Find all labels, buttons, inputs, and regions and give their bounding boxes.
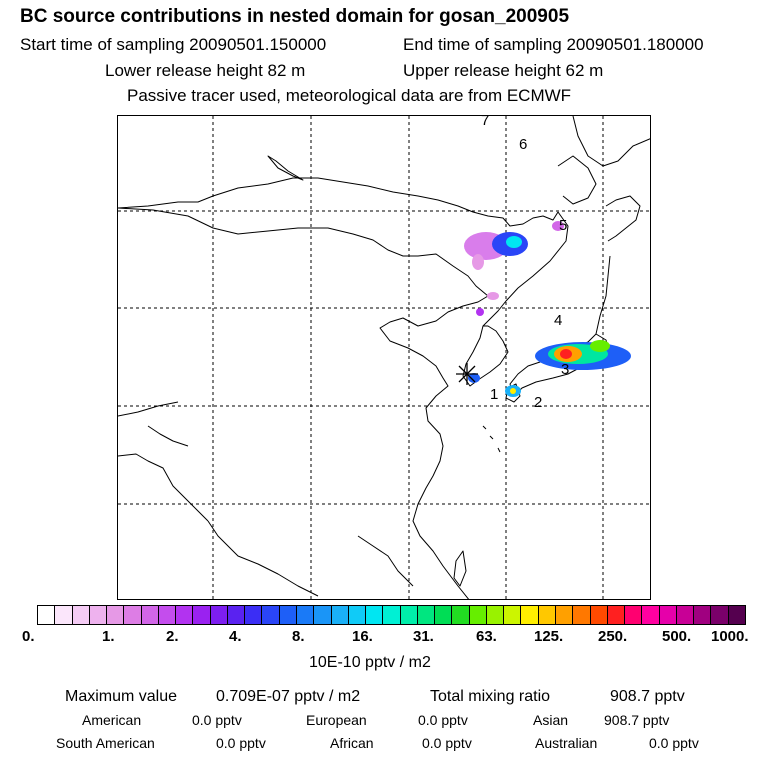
colorbar-tick: 125. [534,628,564,645]
tracer-note: Passive tracer used, meteorological data… [127,86,572,105]
colorbar-cell [296,606,315,624]
region-name: Asian [533,712,569,728]
colorbar-cell [711,606,729,624]
colorbar-cell [348,606,367,624]
colorbar-cell [452,606,470,624]
colorbar-tick: 250. [598,628,628,645]
region-name: South American [56,735,155,751]
colorbar-cell [538,606,556,624]
colorbar-cell [158,606,177,624]
region-value: 0.0 pptv [216,735,266,751]
max-value-label: Maximum value [65,688,178,705]
region-name: American [82,712,142,728]
colorbar-tick: 0. [22,628,35,645]
colorbar-cell [573,606,591,624]
colorbar-cell [607,606,626,624]
region-name: African [330,735,374,751]
total-mixing-label: Total mixing ratio [430,688,551,705]
source-label-7: 7 [481,115,490,129]
colorbar-cell [193,606,211,624]
map-panel: 1 2 3 4 5 6 7 [117,115,651,600]
source-label-2: 2 [534,394,543,411]
colorbar-cell [590,606,608,624]
region-value: 0.0 pptv [192,712,242,728]
colorbar-cell [486,606,505,624]
plot-title: BC source contributions in nested domain… [20,6,570,27]
colorbar-cell [521,606,539,624]
colorbar-cell [176,606,194,624]
max-value: 0.709E-07 pptv / m2 [216,688,361,705]
colorbar-tick: 31. [413,628,434,645]
coastlines [118,116,650,599]
colorbar-cell [642,606,660,624]
colorbar-cell [38,606,56,624]
colorbar-cell [383,606,401,624]
colorbar-tick: 63. [476,628,497,645]
region-value: 0.0 pptv [649,735,699,751]
colorbar-tick: 8. [292,628,305,645]
colorbar-cell [210,606,228,624]
colorbar-cell [55,606,73,624]
source-label-1: 1 [490,386,499,403]
colorbar-cell [107,606,125,624]
concentration-plumes [464,221,631,397]
colorbar-tick: 500. [662,628,692,645]
colorbar-cell [400,606,418,624]
colorbar-tick: 1000. [711,628,749,645]
colorbar-cell [124,606,142,624]
colorbar-cell [141,606,159,624]
colorbar-cell [417,606,436,624]
colorbar-tick: 1. [102,628,115,645]
total-mixing-value: 908.7 pptv [610,688,685,705]
colorbar-cell [366,606,384,624]
colorbar-tick: 4. [229,628,242,645]
map-canvas [118,116,650,599]
colorbar-cell [555,606,574,624]
colorbar-cell [659,606,677,624]
colorbar-cell [279,606,297,624]
colorbar-cell [435,606,453,624]
colorbar-cell [314,606,332,624]
colorbar-cell [676,606,695,624]
colorbar-cell [227,606,246,624]
colorbar-cell [504,606,522,624]
region-name: European [306,712,367,728]
upper-height-label: Upper release height 62 m [403,61,604,80]
start-time-label: Start time of sampling 20090501.150000 [20,35,327,54]
colorbar-cell [694,606,712,624]
source-label-3: 3 [561,361,570,378]
colorbar-unit: 10E-10 pptv / m2 [309,654,431,671]
region-value: 0.0 pptv [418,712,468,728]
colorbar-cell [245,606,263,624]
colorbar-cell [89,606,108,624]
receptor-star [456,363,478,385]
region-name: Australian [535,735,598,751]
colorbar-cell [728,606,745,624]
colorbar-cell [72,606,90,624]
region-value: 908.7 pptv [604,712,670,728]
colorbar-tick: 16. [352,628,373,645]
lower-height-label: Lower release height 82 m [105,61,306,80]
source-label-5: 5 [559,217,568,234]
colorbar-cell [625,606,643,624]
colorbar-cell [262,606,280,624]
end-time-label: End time of sampling 20090501.180000 [403,35,704,54]
colorbar-cell [469,606,487,624]
colorbar-cell [331,606,349,624]
source-label-4: 4 [554,312,563,329]
colorbar [37,605,746,625]
region-value: 0.0 pptv [422,735,472,751]
source-label-6: 6 [519,136,528,153]
colorbar-tick: 2. [166,628,179,645]
